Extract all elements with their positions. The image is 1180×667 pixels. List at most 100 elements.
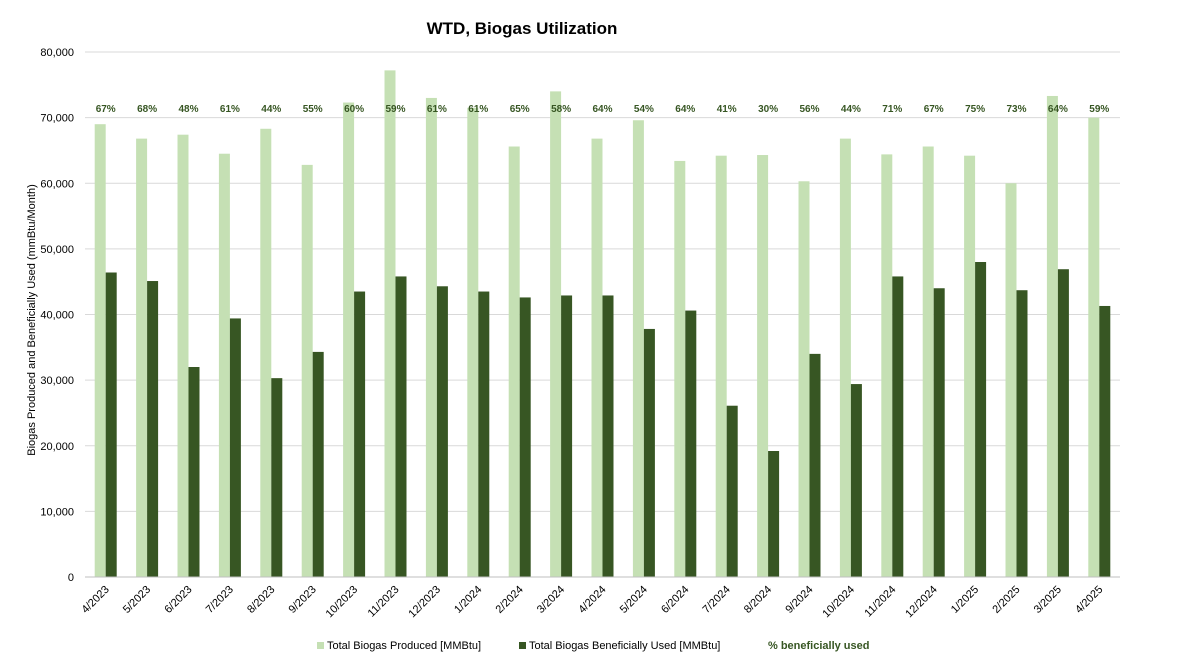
bar-produced	[94, 124, 106, 577]
bar-used	[105, 272, 117, 577]
percent-label: 71%	[882, 104, 902, 115]
legend-swatch-produced	[317, 642, 324, 649]
percent-label: 64%	[675, 104, 695, 115]
percent-label: 30%	[758, 104, 778, 115]
bar-used	[975, 262, 987, 577]
bar-used	[1057, 269, 1069, 577]
bar-produced	[715, 155, 727, 577]
bar-used	[933, 288, 945, 577]
legend-label-produced: Total Biogas Produced [MMBtu]	[327, 640, 481, 652]
y-tick-label: 70,000	[40, 113, 74, 125]
x-tick-label: 4/2023	[80, 584, 112, 616]
bar-produced	[384, 70, 396, 577]
percent-label: 61%	[427, 104, 447, 115]
percent-label: 67%	[96, 104, 116, 115]
x-tick-label: 7/2023	[204, 584, 236, 616]
percent-label: 73%	[1006, 104, 1026, 115]
x-tick-label: 4/2025	[1073, 584, 1105, 616]
y-axis-ticks: 0 10,000 20,000 30,000 40,000 50,000 60,000 70,…	[40, 47, 74, 584]
percent-label: 55%	[303, 104, 323, 115]
x-tick-label: 1/2025	[949, 584, 981, 616]
bar-used	[809, 353, 821, 577]
y-tick-label: 0	[68, 572, 74, 584]
percent-label: 60%	[344, 104, 364, 115]
x-tick-label: 8/2024	[742, 584, 774, 616]
bar-produced	[467, 107, 479, 577]
bar-used	[354, 291, 366, 577]
bar-used	[685, 310, 697, 577]
y-tick-label: 80,000	[40, 47, 74, 59]
x-tick-label: 12/2023	[406, 584, 443, 621]
y-axis-label: Biogas Produced and Beneficially Used (m…	[26, 184, 38, 455]
bar-produced	[550, 91, 562, 577]
bar-used	[147, 281, 159, 577]
bar-used	[726, 405, 738, 577]
bar-produced	[798, 181, 810, 577]
bar-used	[312, 351, 324, 577]
percent-label: 64%	[1048, 104, 1068, 115]
percent-label: 54%	[634, 104, 654, 115]
bar-produced	[343, 102, 355, 577]
y-tick-label: 40,000	[40, 310, 74, 322]
bar-used	[436, 286, 448, 577]
bar-produced	[881, 154, 893, 577]
percent-label: 59%	[1089, 104, 1109, 115]
legend-label-used: Total Biogas Beneficially Used [MMBtu]	[529, 640, 720, 652]
percent-label: 41%	[717, 104, 737, 115]
bar-produced	[1005, 183, 1017, 577]
x-tick-label: 1/2024	[452, 584, 484, 616]
x-tick-label: 7/2024	[701, 584, 733, 616]
x-tick-label: 3/2024	[535, 584, 567, 616]
bar-used	[1016, 290, 1028, 577]
percent-label: 44%	[261, 104, 281, 115]
bar-produced	[632, 120, 644, 577]
y-tick-label: 60,000	[40, 178, 74, 190]
y-tick-label: 10,000	[40, 506, 74, 518]
legend-swatch-used	[519, 642, 526, 649]
x-tick-label: 5/2024	[618, 584, 650, 616]
bar-used	[229, 318, 241, 577]
bar-produced	[260, 128, 272, 577]
percent-label: 75%	[965, 104, 985, 115]
bar-produced	[301, 164, 313, 577]
legend-label-percent: % beneficially used	[768, 640, 869, 652]
percent-label: 61%	[220, 104, 240, 115]
bar-produced	[1088, 117, 1100, 577]
percent-label: 56%	[799, 104, 819, 115]
x-tick-label: 2/2024	[494, 584, 526, 616]
y-tick-label: 50,000	[40, 244, 74, 256]
x-tick-label: 6/2023	[162, 584, 194, 616]
percent-labels: 67% 68% 48% 61% 44% 55% 60% 59% 61% 61% 65% 58% 64% 5…	[96, 104, 1110, 115]
bar-produced	[508, 146, 520, 577]
percent-label: 44%	[841, 104, 861, 115]
y-tick-label: 20,000	[40, 441, 74, 453]
bar-used	[643, 328, 655, 577]
bar-produced	[1046, 95, 1058, 577]
percent-label: 65%	[510, 104, 530, 115]
bar-produced	[964, 155, 976, 577]
percent-label: 68%	[137, 104, 157, 115]
x-tick-label: 6/2024	[659, 584, 691, 616]
bar-used	[395, 276, 407, 577]
x-tick-label: 5/2023	[121, 584, 153, 616]
bar-produced	[425, 97, 437, 577]
bar-produced	[177, 134, 189, 577]
x-tick-label: 10/2024	[820, 584, 857, 621]
percent-label: 58%	[551, 104, 571, 115]
x-tick-label: 9/2023	[287, 584, 319, 616]
bar-used	[478, 291, 490, 577]
chart-title: WTD, Biogas Utilization	[427, 19, 618, 38]
x-tick-label: 8/2023	[245, 584, 277, 616]
bar-used	[519, 297, 531, 577]
bar-produced	[136, 138, 148, 577]
bar-produced	[591, 138, 603, 577]
bar-produced	[674, 160, 686, 577]
bar-used	[271, 378, 283, 577]
bar-produced	[922, 146, 934, 577]
bar-used	[561, 295, 573, 577]
bar-produced	[839, 138, 851, 577]
percent-label: 59%	[385, 104, 405, 115]
x-tick-label: 12/2024	[903, 584, 940, 621]
